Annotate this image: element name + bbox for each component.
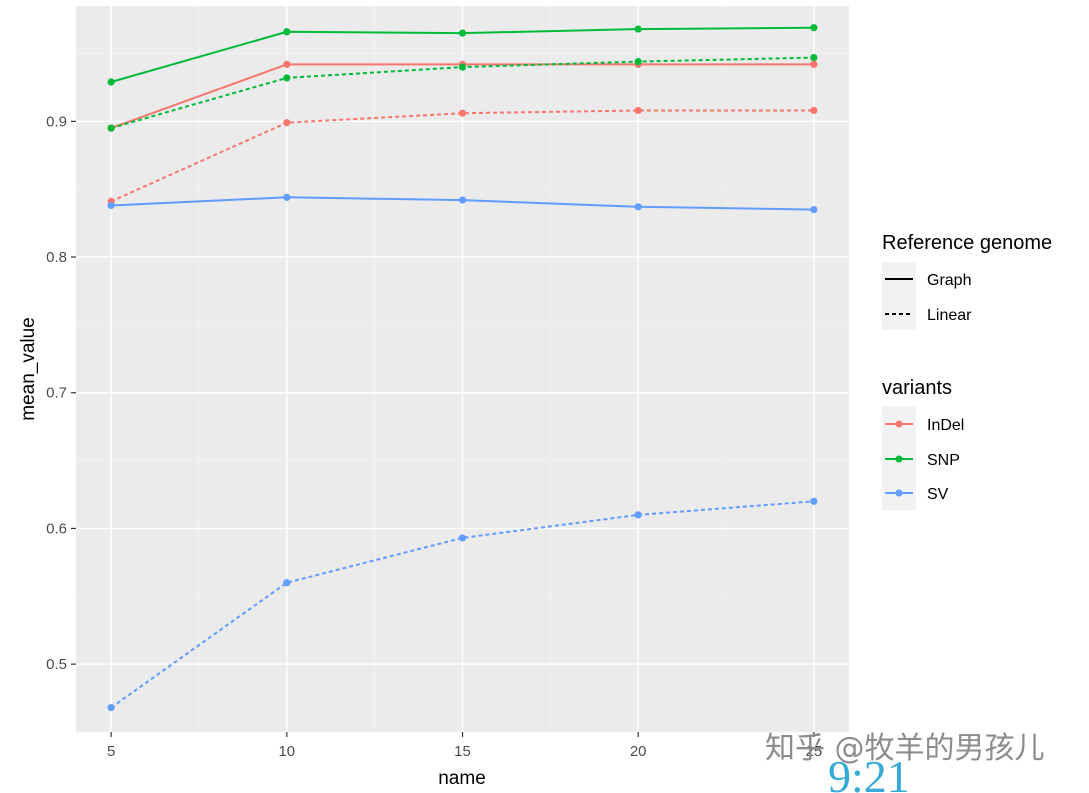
legend-title-reference-genome: Reference genome	[882, 232, 1052, 254]
data-point-snp-linear	[810, 53, 818, 62]
y-tick-label: 0.9	[46, 113, 67, 130]
data-point-sv-linear	[283, 579, 291, 587]
data-point-snp-graph	[458, 29, 467, 37]
legend-label-snp: SNP	[927, 452, 960, 469]
data-point-snp-linear	[107, 124, 115, 132]
series-layer	[107, 24, 818, 712]
data-point-sv-linear	[458, 534, 467, 542]
x-tick-label: 5	[107, 743, 115, 760]
data-point-indel-linear	[634, 106, 642, 115]
data-point-sv-graph	[634, 203, 642, 211]
axis-ticks: 5 10 15 20 25 0.5 0.6 0.7 0.8 0.9	[46, 113, 822, 760]
data-point-sv-linear	[810, 497, 818, 505]
data-point-snp-graph	[810, 24, 818, 32]
legend-reference-genome: Reference genome Graph Linear	[882, 232, 1052, 330]
legend-label-graph: Graph	[927, 272, 971, 289]
x-axis-title: name	[438, 768, 486, 789]
data-point-sv-graph	[810, 205, 818, 214]
y-tick-label: 0.7	[46, 385, 67, 402]
x-tick-label: 20	[630, 743, 647, 760]
legend-label-linear: Linear	[927, 307, 972, 324]
data-point-indel-graph	[810, 60, 818, 68]
data-point-sv-graph	[107, 201, 115, 210]
x-tick-label: 15	[454, 743, 471, 760]
legend-label-indel: InDel	[927, 417, 964, 434]
series-line-sv-linear	[110, 500, 814, 709]
clock-overlay: 9:21	[828, 751, 910, 793]
y-tick-label: 0.6	[46, 520, 67, 537]
legend-variants: variants InDel SNP SV	[882, 377, 964, 510]
legend-key-sv-point	[895, 489, 903, 497]
data-point-sv-graph	[458, 196, 467, 204]
data-point-snp-linear	[283, 74, 291, 82]
data-point-indel-linear	[283, 119, 291, 127]
y-axis-title: mean_value	[18, 317, 39, 421]
legend-key-indel-point	[895, 420, 903, 428]
data-point-snp-linear	[634, 58, 642, 66]
data-point-indel-linear	[458, 109, 467, 117]
y-tick-label: 0.5	[46, 656, 67, 673]
legend-label-sv: SV	[927, 486, 949, 503]
data-point-sv-graph	[283, 193, 291, 201]
data-point-sv-linear	[634, 511, 642, 519]
data-point-snp-graph	[283, 28, 291, 36]
data-point-indel-linear	[810, 106, 818, 115]
data-point-snp-linear	[458, 63, 467, 71]
major-gridlines	[76, 6, 849, 732]
legend-title-variants: variants	[882, 377, 952, 399]
data-point-sv-linear	[107, 703, 115, 712]
legend-key-snp-point	[895, 455, 903, 463]
y-tick-label: 0.8	[46, 249, 67, 266]
data-point-indel-graph	[283, 60, 291, 68]
data-point-snp-graph	[634, 25, 642, 33]
x-tick-label: 25	[806, 743, 823, 760]
legend-key-bg	[882, 262, 916, 330]
watermark-text: 知乎 @牧羊的男孩儿	[765, 731, 1045, 766]
data-point-snp-graph	[107, 78, 115, 86]
x-tick-label: 10	[278, 743, 295, 760]
series-line-indel-linear	[110, 109, 814, 203]
